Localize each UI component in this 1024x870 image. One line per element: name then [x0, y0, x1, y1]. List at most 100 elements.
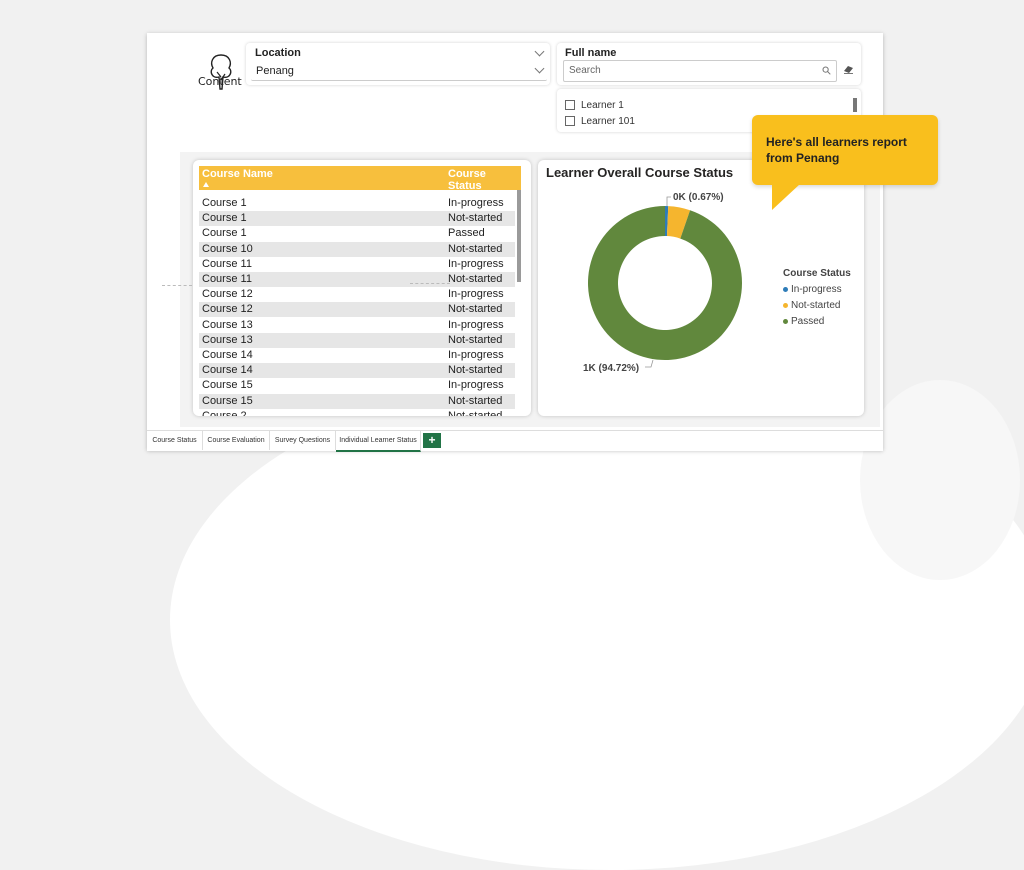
table-scrollbar[interactable] — [517, 190, 521, 282]
cell-course-status: Not-started — [448, 409, 503, 416]
donut-chart: 0K (0.67%) 1K (94.72%) — [583, 192, 742, 374]
table-row[interactable]: Course 13 Not-started — [199, 332, 515, 348]
table-row[interactable]: Course 10 Not-started — [199, 241, 515, 257]
donut-slice-not-started[interactable] — [666, 206, 691, 239]
legend-title: Course Status — [783, 268, 851, 279]
column-header-course-name[interactable]: Course Name — [202, 168, 273, 180]
cell-course-status: Not-started — [448, 242, 503, 255]
donut-slice-passed[interactable] — [588, 206, 742, 360]
location-title: Location — [255, 47, 301, 59]
legend-item[interactable]: In-progress — [783, 284, 842, 295]
cell-course-name: Course 12 — [202, 288, 253, 301]
legend-label: In-progress — [791, 284, 842, 295]
cell-course-name: Course 14 — [202, 349, 253, 361]
list-scrollbar[interactable] — [853, 98, 857, 112]
tab-course-status[interactable]: Course Status — [147, 431, 203, 450]
divider — [410, 283, 450, 284]
list-item[interactable]: Learner 1 — [565, 100, 624, 111]
table-row[interactable]: Course 14 Not-started — [199, 363, 515, 379]
table-row[interactable]: Course 1 Passed — [199, 226, 515, 241]
fullname-search-input[interactable]: Search — [563, 60, 837, 82]
table-row[interactable]: Course 15 In-progress — [199, 378, 515, 393]
column-header-course-status[interactable]: Course Status — [448, 168, 486, 192]
logo-text: Content — [198, 75, 242, 88]
leader-line-bottom — [645, 359, 654, 368]
search-placeholder: Search — [569, 65, 601, 76]
cell-course-status: Not-started — [448, 303, 503, 316]
fullname-title: Full name — [565, 47, 617, 59]
cell-course-status: Not-started — [448, 333, 503, 346]
legend-dot — [783, 286, 788, 292]
cell-course-name: Course 10 — [202, 242, 253, 255]
table-row[interactable]: Course 15 Not-started — [199, 393, 515, 409]
add-page-button[interactable]: + — [423, 433, 441, 448]
list-item-label: Learner 101 — [581, 116, 635, 127]
table-row[interactable]: Course 12 In-progress — [199, 287, 515, 302]
table-row[interactable]: Course 11 Not-started — [199, 272, 515, 287]
cell-course-name: Course 15 — [202, 394, 253, 407]
cell-course-name: Course 14 — [202, 364, 253, 377]
legend-item[interactable]: Not-started — [783, 300, 840, 311]
legend-dot — [783, 318, 788, 324]
cell-course-name: Course 1 — [202, 227, 247, 240]
callout-tail — [772, 184, 800, 210]
table-row[interactable]: Course 1 In-progress — [199, 196, 515, 211]
checkbox[interactable] — [565, 100, 575, 111]
table-row[interactable]: Course 2 Not-started — [199, 409, 515, 416]
cell-course-status: In-progress — [448, 288, 504, 301]
callout-text: Here's all learners report from Penang — [766, 135, 907, 165]
table-row[interactable]: Course 12 Not-started — [199, 302, 515, 318]
chevron-down-icon — [534, 63, 545, 74]
report-canvas: Content Location Penang Full name Search — [162, 35, 880, 427]
donut-slice-in-progress[interactable] — [665, 206, 669, 237]
cell-course-status: In-progress — [448, 379, 504, 392]
location-selected-value: Penang — [256, 65, 294, 77]
course-status-chart: Learner Overall Course Status 0K (0.67%)… — [538, 160, 864, 416]
data-label-passed: 1K (94.72%) — [583, 363, 639, 374]
tab-individual-learner-status[interactable]: Individual Learner Status — [336, 431, 421, 452]
cell-course-status: Not-started — [448, 394, 503, 407]
cell-course-name: Course 13 — [202, 333, 253, 346]
eraser-icon[interactable] — [843, 65, 854, 74]
location-slicer: Location Penang — [246, 43, 550, 85]
report-window: Content Location Penang Full name Search — [147, 33, 883, 452]
tab-survey-questions[interactable]: Survey Questions — [270, 431, 336, 450]
cell-course-status: In-progress — [448, 349, 504, 361]
divider — [162, 285, 192, 286]
cell-course-status: Not-started — [448, 273, 503, 285]
cell-course-name: Course 2 — [202, 409, 247, 416]
callout-bubble: Here's all learners report from Penang — [752, 115, 938, 185]
list-item[interactable]: Learner 101 — [565, 116, 635, 127]
data-label-in-progress: 0K (0.67%) — [673, 192, 724, 203]
cell-course-status: In-progress — [448, 318, 504, 331]
cell-course-name: Course 13 — [202, 318, 253, 331]
tree-logo-icon — [210, 54, 232, 90]
table-row[interactable]: Course 1 Not-started — [199, 211, 515, 227]
table-row[interactable]: Course 14 In-progress — [199, 348, 515, 363]
cell-course-name: Course 1 — [202, 197, 247, 209]
cell-course-status: Not-started — [448, 364, 503, 377]
course-table: Course Name Course Status Course 1 In-pro… — [193, 160, 531, 416]
legend-label: Passed — [791, 316, 825, 327]
cell-course-name: Course 11 — [202, 273, 252, 285]
leader-line-top — [666, 196, 671, 206]
background-arc-small — [860, 380, 1020, 580]
fullname-slicer: Full name Search — [557, 43, 861, 85]
search-icon — [822, 66, 831, 75]
sort-ascending-icon[interactable] — [203, 182, 209, 187]
cell-course-status: In-progress — [448, 257, 504, 270]
table-row[interactable]: Course 11 In-progress — [199, 257, 515, 272]
location-dropdown[interactable]: Penang — [251, 62, 547, 81]
chevron-down-icon[interactable] — [534, 46, 545, 57]
legend-item[interactable]: Passed — [783, 316, 824, 327]
cell-course-status: Passed — [448, 227, 485, 240]
tab-course-evaluation[interactable]: Course Evaluation — [203, 431, 270, 450]
cell-course-name: Course 15 — [202, 379, 253, 392]
cell-course-status: Not-started — [448, 212, 503, 225]
table-header: Course Name Course Status — [199, 166, 521, 192]
cell-course-name: Course 12 — [202, 303, 253, 316]
legend-label: Not-started — [791, 300, 841, 311]
checkbox[interactable] — [565, 116, 575, 127]
cell-course-name: Course 11 — [202, 257, 252, 270]
table-row[interactable]: Course 13 In-progress — [199, 318, 515, 333]
